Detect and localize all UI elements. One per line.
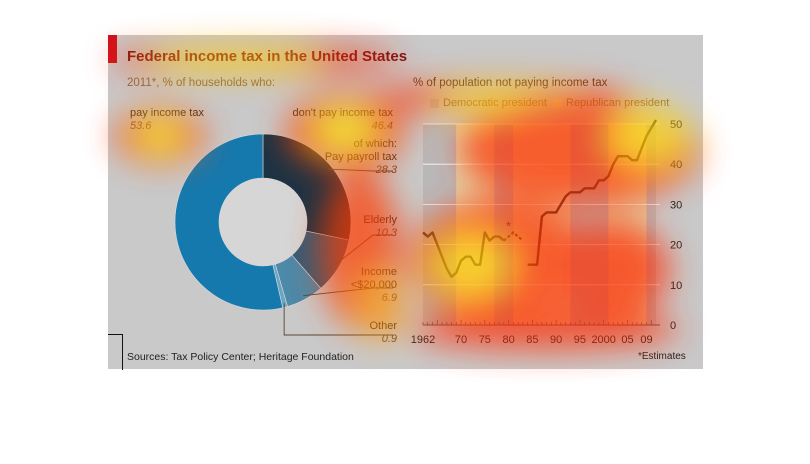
y-tick-label-10: 10 [670, 280, 682, 292]
x-tick-label-70: 70 [455, 334, 467, 346]
x-tick-label-90: 90 [550, 334, 562, 346]
y-tick-label-40: 40 [670, 159, 682, 171]
estimates-note: *Estimates [638, 351, 686, 362]
x-tick-label-75: 75 [479, 334, 491, 346]
president-band-republican-1 [456, 124, 495, 325]
x-tick-label-85: 85 [526, 334, 538, 346]
y-tick-label-20: 20 [670, 240, 682, 252]
sources-note: Sources: Tax Policy Center; Heritage Fou… [127, 351, 354, 363]
president-band-republican-5 [608, 124, 647, 325]
x-tick-label-80: 80 [502, 334, 514, 346]
x-tick-label-2000: 2000 [591, 334, 615, 346]
donut-hole [219, 178, 307, 266]
x-tick-label-95: 95 [574, 334, 586, 346]
x-tick-label-05: 05 [621, 334, 633, 346]
line-chart: 0 10 20 30 40 50 1962 70 75 80 85 90 95 2000 05 09 * [411, 119, 682, 346]
x-tick-label-09: 09 [640, 334, 652, 346]
president-band-democratic-4 [570, 124, 609, 325]
y-tick-label-0: 0 [670, 320, 676, 332]
president-band-democratic-6 [646, 124, 656, 325]
infographic-card: Federal income tax in the United States … [108, 35, 703, 369]
pie-subtitle: 2011*, % of households who: [127, 77, 276, 89]
y-tick-label-30: 30 [670, 199, 682, 211]
president-band-democratic-0 [423, 124, 457, 325]
y-tick-label-50: 50 [670, 119, 682, 131]
x-tick-label-1962: 1962 [411, 334, 435, 346]
estimate-asterisk: * [506, 219, 511, 234]
corner-bracket [108, 334, 123, 370]
